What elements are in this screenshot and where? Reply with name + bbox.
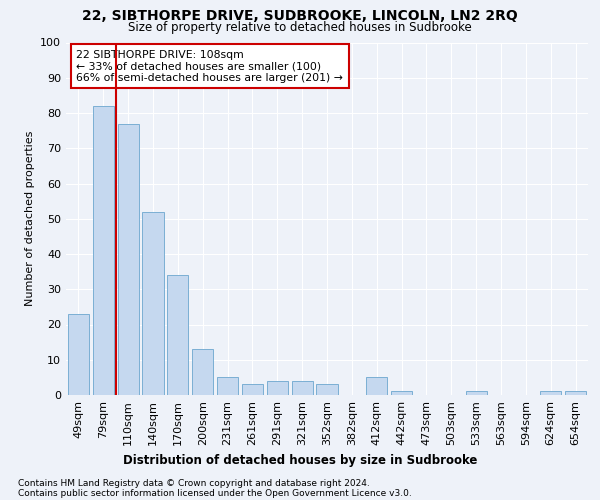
Bar — [142, 212, 164, 395]
Bar — [366, 378, 387, 395]
Bar — [316, 384, 338, 395]
Bar — [267, 381, 288, 395]
Text: Distribution of detached houses by size in Sudbrooke: Distribution of detached houses by size … — [123, 454, 477, 467]
Text: 22 SIBTHORPE DRIVE: 108sqm
← 33% of detached houses are smaller (100)
66% of sem: 22 SIBTHORPE DRIVE: 108sqm ← 33% of deta… — [76, 50, 343, 82]
Bar — [217, 378, 238, 395]
Bar — [242, 384, 263, 395]
Bar — [93, 106, 114, 395]
Bar — [118, 124, 139, 395]
Text: Contains HM Land Registry data © Crown copyright and database right 2024.: Contains HM Land Registry data © Crown c… — [18, 479, 370, 488]
Bar — [192, 349, 213, 395]
Bar — [391, 392, 412, 395]
Y-axis label: Number of detached properties: Number of detached properties — [25, 131, 35, 306]
Text: 22, SIBTHORPE DRIVE, SUDBROOKE, LINCOLN, LN2 2RQ: 22, SIBTHORPE DRIVE, SUDBROOKE, LINCOLN,… — [82, 9, 518, 23]
Text: Size of property relative to detached houses in Sudbrooke: Size of property relative to detached ho… — [128, 21, 472, 34]
Bar — [540, 392, 561, 395]
Bar — [167, 275, 188, 395]
Bar — [466, 392, 487, 395]
Text: Contains public sector information licensed under the Open Government Licence v3: Contains public sector information licen… — [18, 489, 412, 498]
Bar — [292, 381, 313, 395]
Bar — [68, 314, 89, 395]
Bar — [565, 392, 586, 395]
